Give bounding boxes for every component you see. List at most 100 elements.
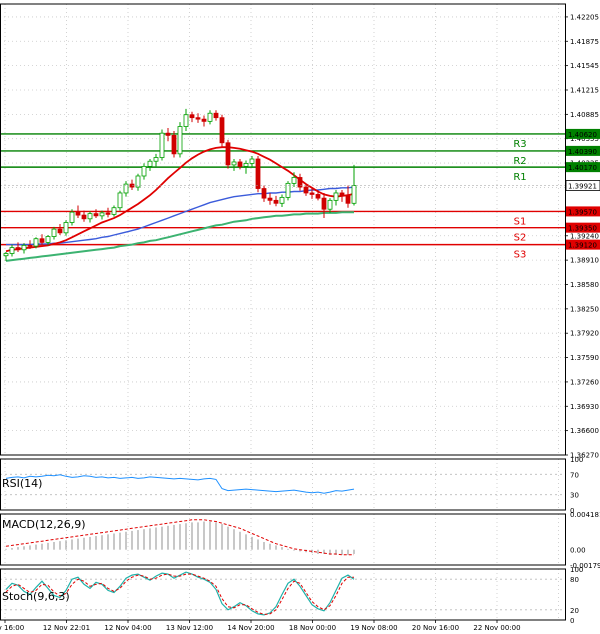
price-tick-label: 1.40555 — [570, 135, 599, 143]
level-name-s3: S3 — [514, 250, 527, 261]
candle-body — [243, 163, 249, 167]
candle-body — [237, 161, 243, 167]
candlesticks — [3, 108, 357, 261]
time-tick-label: 14 Nov 20:00 — [227, 624, 274, 632]
rsi-tick-label: 70 — [570, 471, 579, 479]
candle-body — [117, 192, 123, 209]
candle-body — [21, 244, 27, 251]
macd-signal-line — [5, 519, 354, 556]
ma-slow-green-line — [5, 211, 354, 262]
candle-body — [171, 134, 177, 155]
candle-body — [309, 192, 315, 195]
price-tick-label: 1.36600 — [570, 427, 599, 435]
price-tick-label: 1.41545 — [570, 62, 599, 70]
level-price-tag-s2 — [566, 222, 600, 233]
price-tick-label: 1.38580 — [570, 281, 599, 289]
candle-body — [183, 114, 189, 127]
candle-body — [351, 185, 357, 204]
candle-body — [159, 132, 165, 158]
candle-body — [45, 236, 51, 243]
level-name-s2: S2 — [514, 233, 527, 244]
candle-body — [261, 188, 267, 199]
candle-body — [153, 157, 159, 162]
candle-body — [135, 175, 141, 188]
support-resistance-levels: R3 1.40620 R2 1.40390 R1 1.40170 S1 1.39570 S2 1.… — [0, 128, 600, 261]
stoch-tick-label: 100 — [570, 566, 583, 574]
candle-body — [345, 195, 351, 204]
stoch-tick-label: 20 — [570, 607, 579, 615]
candle-body — [231, 161, 237, 166]
stoch-panel: 100 80 20 0 Stoch(9,6,3) — [0, 566, 583, 625]
candle-body — [333, 192, 339, 201]
macd-tick-label: 0.004181 — [570, 511, 600, 519]
stoch-signal-line — [5, 573, 354, 615]
candle-body — [255, 158, 261, 189]
level-name-r1: R1 — [513, 172, 526, 183]
time-axis: 11 Nov 16:00 12 Nov 22:01 12 Nov 04:00 13 N… — [0, 620, 521, 632]
candle-body — [291, 177, 297, 184]
price-tick-label: 1.37590 — [570, 354, 599, 362]
moving-averages — [5, 146, 355, 262]
price-grid — [0, 4, 565, 620]
candle-body — [219, 117, 225, 144]
candle-body — [15, 247, 21, 251]
rsi-tick-label: 0 — [570, 507, 574, 515]
time-tick-label: 22 Nov 00:00 — [473, 624, 520, 632]
time-tick-label: 20 Nov 16:00 — [412, 624, 459, 632]
candle-body — [207, 112, 213, 122]
panel-frame — [0, 3, 566, 456]
candle-body — [303, 186, 309, 194]
stoch-tick-label: 80 — [570, 576, 579, 584]
rsi-tick-label: 30 — [570, 492, 579, 500]
level-price-label-r3: 1.40620 — [568, 131, 597, 139]
time-tick-label: 18 Nov 00:00 — [289, 624, 336, 632]
level-price-label-r1: 1.40170 — [568, 164, 597, 172]
panel-frame — [0, 458, 566, 511]
ma-mid-blue-line — [6, 186, 355, 246]
panel-frames — [0, 3, 566, 621]
candle-body — [141, 165, 147, 177]
price-axis: 1.42205 1.41875 1.41545 1.41215 1.40885 1.405… — [565, 13, 599, 460]
candle-body — [339, 192, 345, 197]
time-tick-label: 11 Nov 16:00 — [0, 624, 24, 632]
price-tick-label: 1.42205 — [570, 13, 599, 21]
candle-body — [285, 182, 291, 198]
candle-body — [111, 207, 117, 215]
level-price-tag-r3 — [566, 128, 600, 139]
candle-body — [267, 197, 273, 201]
candle-body — [39, 238, 45, 243]
candle-body — [81, 214, 87, 220]
price-tick-label: 1.39240 — [570, 232, 599, 240]
panel-frame — [0, 513, 566, 566]
candle-body — [63, 222, 69, 234]
candle-body — [213, 112, 219, 119]
level-name-r3: R3 — [513, 139, 526, 150]
candle-body — [321, 197, 327, 210]
macd-panel: 0.004181 0.00 -0.001794 MACD(12,26,9) — [2, 511, 600, 570]
price-tick-label: 1.36270 — [570, 452, 599, 460]
price-tick-label: 1.37920 — [570, 330, 599, 338]
level-name-r2: R2 — [513, 156, 526, 167]
candle-body — [189, 114, 195, 119]
stoch-tick-label: 0 — [570, 617, 574, 625]
level-price-tag-s1 — [566, 206, 600, 217]
candle-body — [177, 126, 183, 155]
candle-body — [87, 213, 93, 220]
stoch-main-line — [5, 571, 355, 616]
level-price-tag-s3 — [566, 239, 600, 250]
candle-body — [3, 253, 9, 257]
rsi-panel: 100 70 30 0 RSI(14) — [0, 456, 583, 515]
candle-body — [51, 228, 57, 237]
macd-tick-label: 0.00 — [570, 547, 586, 555]
candle-body — [75, 211, 81, 216]
candle-body — [273, 199, 279, 204]
level-name-s1: S1 — [514, 216, 527, 227]
candle-body — [99, 212, 105, 217]
price-tick-label: 1.37260 — [570, 378, 599, 386]
price-tick-label: 1.40885 — [570, 111, 599, 119]
price-tick-label: 1.41875 — [570, 38, 599, 46]
candle-body — [57, 228, 63, 234]
time-tick-label: 12 Nov 22:01 — [43, 624, 90, 632]
candle-body — [33, 238, 39, 247]
